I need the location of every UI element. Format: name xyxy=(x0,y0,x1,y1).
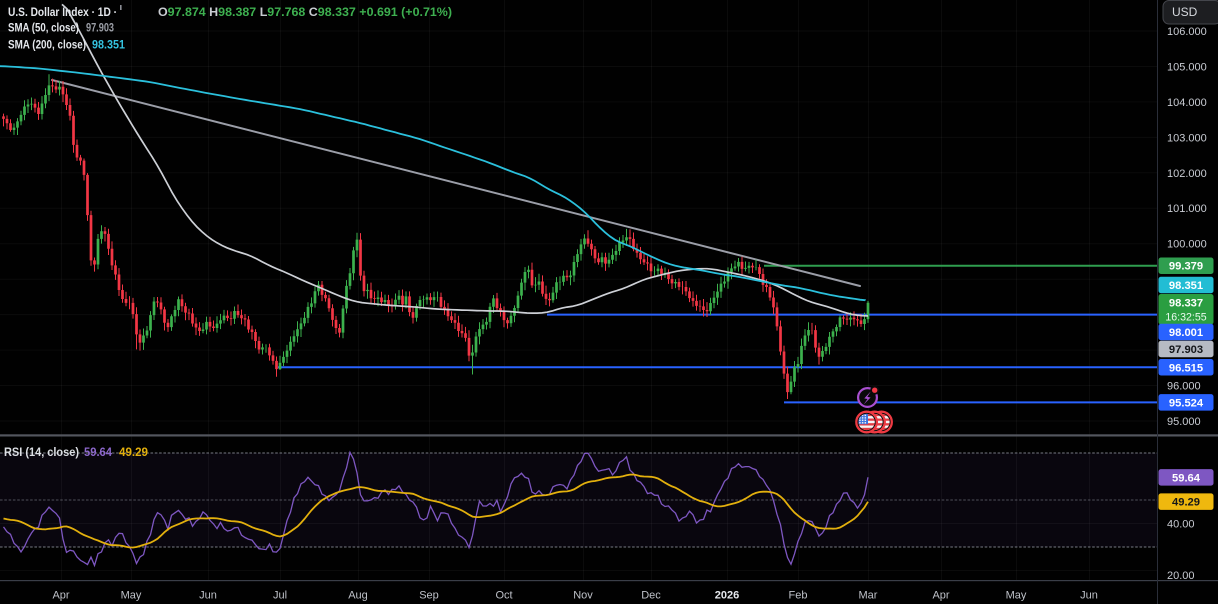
svg-text:Dec: Dec xyxy=(641,590,661,602)
svg-text:May: May xyxy=(1006,590,1027,602)
svg-text:49.29: 49.29 xyxy=(119,447,148,459)
svg-text:59.64: 59.64 xyxy=(1172,472,1201,484)
svg-text:Nov: Nov xyxy=(573,590,593,602)
svg-text:2026: 2026 xyxy=(715,590,739,602)
svg-text:96.515: 96.515 xyxy=(1169,362,1203,374)
svg-text:16:32:55: 16:32:55 xyxy=(1165,312,1206,324)
svg-text:U.S. Dollar Index · 1D ·: U.S. Dollar Index · 1D · xyxy=(8,5,117,19)
svg-text:Oct: Oct xyxy=(495,590,512,602)
svg-text:SMA (200, close): SMA (200, close) xyxy=(8,38,86,52)
svg-text:100.000: 100.000 xyxy=(1167,239,1207,251)
svg-text:97.903: 97.903 xyxy=(1169,344,1203,356)
svg-text:102.000: 102.000 xyxy=(1167,168,1207,180)
svg-text:O97.874 H98.387 L97.768 C98.33: O97.874 H98.387 L97.768 C98.337 +0.691 (… xyxy=(158,5,452,19)
svg-text:49.29: 49.29 xyxy=(1172,497,1200,509)
svg-text:105.000: 105.000 xyxy=(1167,61,1207,73)
svg-text:20.00: 20.00 xyxy=(1167,570,1195,582)
svg-text:103.000: 103.000 xyxy=(1167,132,1207,144)
svg-text:97.903: 97.903 xyxy=(86,21,114,35)
svg-text:95.000: 95.000 xyxy=(1167,416,1201,428)
svg-text:106.000: 106.000 xyxy=(1167,26,1207,38)
svg-text:Aug: Aug xyxy=(348,590,368,602)
svg-text:Feb: Feb xyxy=(789,590,808,602)
svg-text:RSI (14, close): RSI (14, close) xyxy=(4,447,79,459)
svg-text:USD: USD xyxy=(1172,5,1198,19)
svg-text:101.000: 101.000 xyxy=(1167,203,1207,215)
svg-text:Apr: Apr xyxy=(932,590,949,602)
svg-text:104.000: 104.000 xyxy=(1167,97,1207,109)
svg-text:Jun: Jun xyxy=(1080,590,1098,602)
svg-text:95.524: 95.524 xyxy=(1169,397,1204,409)
svg-text:98.337: 98.337 xyxy=(1169,298,1203,310)
svg-text:Jul: Jul xyxy=(273,590,287,602)
svg-text:Mar: Mar xyxy=(859,590,878,602)
svg-text:May: May xyxy=(121,590,142,602)
svg-text:Apr: Apr xyxy=(52,590,69,602)
svg-text:Jun: Jun xyxy=(199,590,217,602)
svg-text:40.00: 40.00 xyxy=(1167,518,1195,530)
svg-text:99.379: 99.379 xyxy=(1169,261,1203,273)
svg-text:Sep: Sep xyxy=(419,590,439,602)
svg-text:SMA (50, close): SMA (50, close) xyxy=(8,21,79,35)
svg-text:98.351: 98.351 xyxy=(1169,280,1203,292)
svg-text:98.001: 98.001 xyxy=(1169,327,1203,339)
svg-text:96.000: 96.000 xyxy=(1167,381,1201,393)
svg-text:59.64: 59.64 xyxy=(84,447,113,459)
svg-text:98.351: 98.351 xyxy=(92,38,125,52)
